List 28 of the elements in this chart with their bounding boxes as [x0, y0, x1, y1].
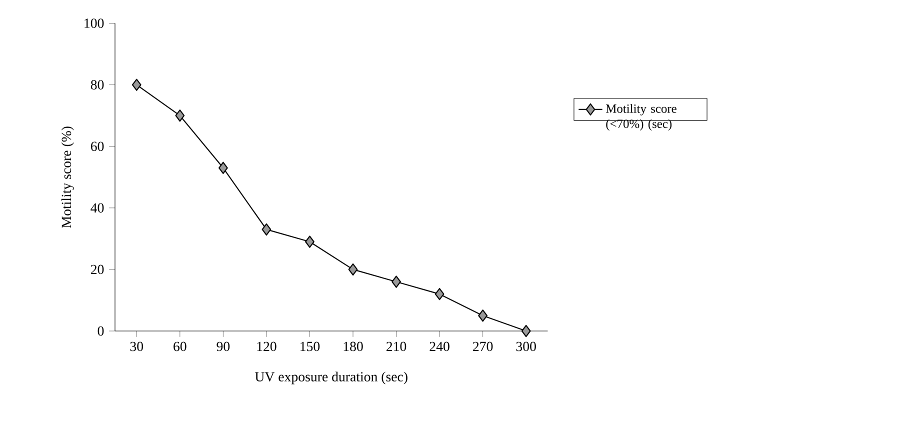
x-tick-label: 60 — [174, 342, 186, 352]
x-tick-label: 150 — [300, 342, 320, 352]
point — [305, 236, 314, 248]
point — [478, 310, 488, 322]
point — [348, 263, 358, 276]
x-tick-label: 240 — [430, 342, 450, 352]
x-tick-label: 30 — [130, 342, 144, 352]
y-tick-label: 100 — [84, 18, 104, 28]
x-tick-label: 270 — [473, 342, 493, 352]
point — [262, 223, 272, 236]
y-tick-label: 20 — [90, 264, 104, 274]
x-tick-label: 120 — [257, 342, 276, 352]
x-axis-title: UV exposure duration (sec) — [254, 372, 408, 384]
point — [434, 288, 444, 300]
point — [175, 109, 185, 122]
x-tick-label: 180 — [344, 342, 363, 352]
y-tick-label: 0 — [98, 326, 104, 336]
y-axis-title: Motility score (%) — [61, 126, 74, 228]
x-tick-label: 210 — [386, 342, 406, 352]
point — [218, 162, 228, 174]
y-tick-label: 40 — [90, 203, 104, 213]
point — [132, 78, 142, 91]
point — [521, 324, 531, 338]
point — [392, 276, 401, 288]
y-tick-label: 80 — [90, 80, 104, 90]
y-tick-label: 60 — [90, 142, 104, 152]
x-tick-label: 90 — [216, 342, 230, 352]
x-tick-label: 300 — [516, 342, 536, 352]
